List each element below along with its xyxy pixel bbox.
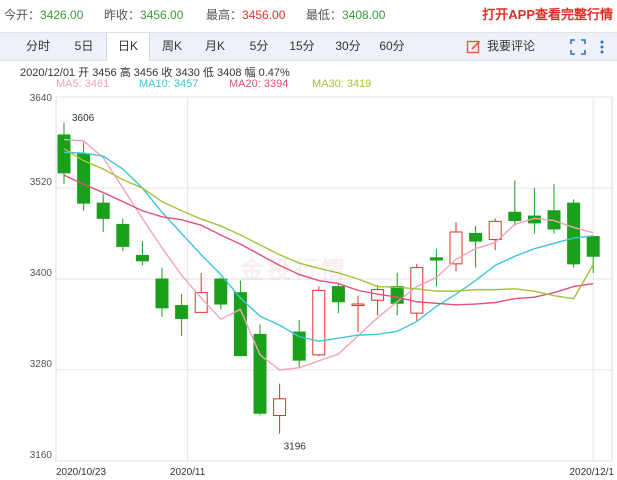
candle-body [429, 257, 443, 261]
candle-body [214, 278, 228, 305]
candle-body [331, 286, 345, 303]
candle-body [77, 153, 91, 204]
candle-body [194, 292, 208, 313]
ma-line-ma20 [63, 174, 594, 306]
x-tick-label: 2020/11 [170, 467, 206, 478]
candle-body [175, 305, 189, 319]
info-high: 3456 [133, 67, 159, 79]
tab-30min[interactable]: 30分 [335, 39, 361, 53]
comment-label: 我要评论 [487, 39, 536, 53]
info-open-label: 开 [78, 67, 90, 79]
info-low-label: 低 [202, 67, 214, 79]
tab-daily-k[interactable]: 日K [106, 33, 150, 61]
candle-body [449, 231, 463, 265]
x-tick-label: 2020/10/23 [56, 467, 106, 478]
candle-body [96, 202, 110, 219]
candle-body [351, 303, 365, 307]
price-annotation: 3606 [72, 113, 95, 124]
ma-line-ma10 [63, 151, 594, 342]
candle-body [508, 211, 522, 222]
y-tick-label: 3400 [30, 268, 53, 279]
y-tick-label: 3640 [30, 93, 53, 104]
open-app-link[interactable]: 打开APP查看完整行情 [482, 7, 613, 22]
tab-5day[interactable]: 5日 [74, 39, 94, 53]
candle-body [312, 289, 326, 356]
tab-intraday[interactable]: 分时 [25, 39, 50, 53]
legend-ma10: MA10: 3457 [139, 78, 199, 90]
ma-line-ma5 [63, 138, 594, 371]
legend-ma5: MA5: 3461 [56, 78, 110, 90]
y-tick-label: 3280 [30, 359, 53, 370]
quote-bar: 今开：3426.00 昨收：3456.00 最高：3456.00 最低：3408… [0, 0, 617, 28]
info-change-label: 幅 [244, 67, 256, 79]
tab-5min[interactable]: 5分 [249, 39, 269, 53]
candle-body [567, 202, 581, 265]
info-high-label: 高 [119, 67, 131, 79]
y-tick-label: 3520 [30, 177, 53, 188]
y-tick-label: 3160 [30, 450, 53, 461]
info-close-label: 收 [161, 67, 173, 79]
price-annotation: 3196 [284, 442, 307, 453]
day-high: 最高：3456.00 [206, 8, 286, 22]
prev-close: 昨收：3456.00 [104, 8, 184, 22]
day-low: 最低：3408.00 [306, 8, 386, 22]
tab-monthly-k[interactable]: 月K [204, 39, 225, 53]
info-change: 0.47% [258, 67, 290, 79]
candle-body [57, 134, 71, 174]
x-tick-label: 2020/12/1 [570, 467, 615, 478]
tab-weekly-k[interactable]: 周K [161, 39, 182, 53]
fullscreen-icon[interactable] [570, 39, 586, 55]
candle-body [292, 331, 306, 361]
open-price: 今开：3426.00 [4, 8, 84, 22]
info-date: 2020/12/01 [20, 67, 76, 79]
comment-button[interactable]: 我要评论 [466, 33, 535, 60]
legend-ma20: MA20: 3394 [229, 78, 289, 90]
info-low: 3408 [217, 67, 242, 79]
ohlc-info: 2020/12/01 开 3456 高 3456 收 3430 低 3408 幅… [20, 64, 290, 80]
info-close: 3430 [175, 67, 200, 79]
candle-body [253, 333, 267, 414]
edit-icon [466, 40, 481, 54]
candle-body [135, 254, 149, 262]
ma-line-ma30 [63, 147, 594, 300]
candle-body [273, 398, 287, 417]
legend-ma30: MA30: 3419 [312, 78, 372, 90]
candle-body [469, 233, 483, 242]
info-open: 3456 [92, 67, 117, 79]
tab-15min[interactable]: 15分 [289, 39, 315, 53]
candle-body [116, 223, 130, 247]
candle-body [586, 236, 600, 257]
more-icon[interactable] [594, 39, 610, 55]
period-tab-bar: 分时 5日 日K 周K 月K 5分 15分 30分 60分 我要评论 [0, 32, 617, 61]
candle-body [488, 220, 502, 241]
candle-body [390, 286, 404, 304]
tab-60min[interactable]: 60分 [379, 39, 405, 53]
candle-body [155, 278, 169, 309]
